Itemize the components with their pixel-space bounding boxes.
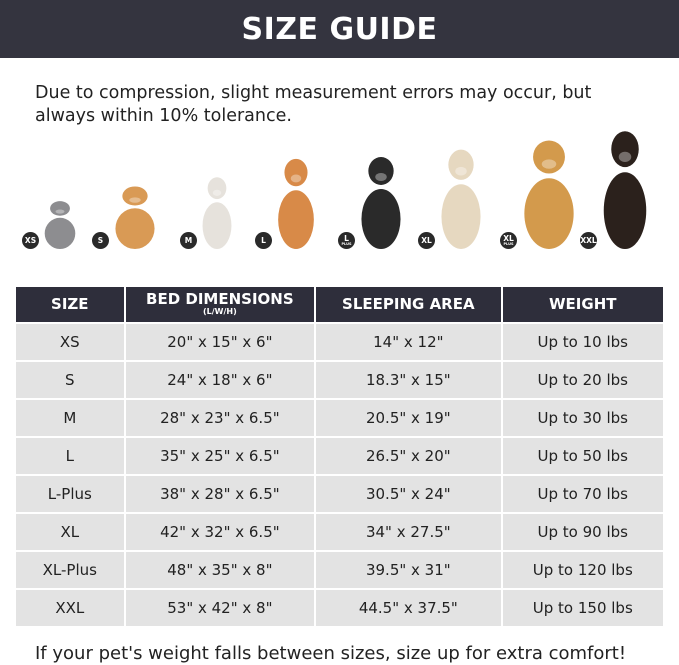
table-cell: 53" x 42" x 8" — [123, 588, 317, 628]
table-cell: Up to 150 lbs — [500, 588, 666, 628]
table-cell: 34" x 27.5" — [314, 512, 503, 552]
column-header: SLEEPING AREA — [314, 285, 503, 324]
table-cell: 20" x 15" x 6" — [123, 322, 317, 362]
header-label: SLEEPING AREA — [342, 295, 475, 313]
size-badge-l: L — [255, 232, 272, 249]
table-cell: Up to 10 lbs — [500, 322, 666, 362]
badge-label: XL — [421, 236, 432, 245]
table-cell: 42" x 32" x 6.5" — [123, 512, 317, 552]
column-header: BED DIMENSIONS (L/W/H) — [123, 285, 317, 324]
table-cell: L — [14, 436, 126, 476]
table-cell: 20.5" x 19" — [314, 398, 503, 438]
table-cell: 44.5" x 37.5" — [314, 588, 503, 628]
column-header: WEIGHT — [500, 285, 666, 324]
table-row: L-Plus 38" x 28" x 6.5" 30.5" x 24" Up to 7… — [14, 474, 666, 514]
badge-label: L — [261, 236, 266, 245]
size-badge-l-plus: L PLUS — [338, 232, 355, 249]
table-cell: Up to 20 lbs — [500, 360, 666, 400]
golden-retriever-image — [520, 131, 578, 249]
column-header: SIZE — [14, 285, 126, 324]
badge-sub: PLUS — [341, 242, 352, 246]
table-cell: 38" x 28" x 6.5" — [123, 474, 317, 514]
badge-label: XS — [24, 236, 37, 245]
size-badge-m: M — [180, 232, 197, 249]
pomeranian-image — [112, 181, 158, 249]
size-badge-xs: XS — [22, 232, 39, 249]
size-badge-xl-plus: XL PLUS — [500, 232, 517, 249]
table-cell: Up to 120 lbs — [500, 550, 666, 590]
table-cell: Up to 70 lbs — [500, 474, 666, 514]
table-cell: L-Plus — [14, 474, 126, 514]
table-row: M 28" x 23" x 6.5" 20.5" x 19" Up to 30 lbs — [14, 398, 666, 438]
badge-label: L — [344, 234, 349, 243]
header-sub: (L/W/H) — [202, 307, 237, 316]
table-cell: 30.5" x 24" — [314, 474, 503, 514]
french-bulldog-image — [200, 171, 234, 249]
header-label: BED DIMENSIONS — [146, 290, 294, 308]
table-row: L 35" x 25" x 6.5" 26.5" x 20" Up to 50 lbs — [14, 436, 666, 476]
table-cell: S — [14, 360, 126, 400]
table-row: XL-Plus 48" x 35" x 8" 39.5" x 31" Up to 12… — [14, 550, 666, 590]
pet-size-lineup: XS S M L L PLUS XL XL PLUS XXL — [0, 125, 679, 255]
header-label: SIZE — [51, 295, 89, 313]
table-cell: 48" x 35" x 8" — [123, 550, 317, 590]
tolerance-note: Due to compression, slight measurement e… — [35, 83, 592, 126]
table-cell: 14" x 12" — [314, 322, 503, 362]
badge-label: XL — [503, 234, 514, 243]
table-cell: 18.3" x 15" — [314, 360, 503, 400]
footer-tip: If your pet's weight falls between sizes… — [35, 643, 627, 664]
table-header-row: SIZE BED DIMENSIONS (L/W/H) SLEEPING AREA WE… — [14, 285, 666, 324]
shiba-inu-image — [275, 151, 317, 249]
table-cell: 28" x 23" x 6.5" — [123, 398, 317, 438]
table-row: XL 42" x 32" x 6.5" 34" x 27.5" Up to 90 lb… — [14, 512, 666, 552]
table-row: XS 20" x 15" x 6" 14" x 12" Up to 10 lbs — [14, 322, 666, 362]
table-cell: Up to 50 lbs — [500, 436, 666, 476]
page-title: SIZE GUIDE — [0, 0, 679, 58]
size-badge-xl: XL — [418, 232, 435, 249]
badge-label: S — [97, 236, 104, 245]
table-cell: XS — [14, 322, 126, 362]
badge-sub: PLUS — [503, 242, 514, 246]
labrador-image — [438, 141, 484, 249]
table-cell: 39.5" x 31" — [314, 550, 503, 590]
table-row: XXL 53" x 42" x 8" 44.5" x 37.5" Up to 150 … — [14, 588, 666, 628]
table-cell: 35" x 25" x 6.5" — [123, 436, 317, 476]
table-cell: Up to 30 lbs — [500, 398, 666, 438]
header-label: WEIGHT — [549, 295, 617, 313]
table-cell: XL-Plus — [14, 550, 126, 590]
cat-image — [42, 197, 78, 249]
table-cell: 26.5" x 20" — [314, 436, 503, 476]
table-cell: 24" x 18" x 6" — [123, 360, 317, 400]
size-table: SIZE BED DIMENSIONS (L/W/H) SLEEPING AREA WE… — [14, 285, 666, 628]
badge-label: M — [184, 236, 193, 245]
table-cell: XL — [14, 512, 126, 552]
table-row: S 24" x 18" x 6" 18.3" x 15" Up to 20 lbs — [14, 360, 666, 400]
table-cell: XXL — [14, 588, 126, 628]
size-badge-s: S — [92, 232, 109, 249]
badge-label: XXL — [580, 236, 597, 245]
table-cell: M — [14, 398, 126, 438]
border-collie-image — [358, 149, 404, 249]
size-badge-xxl: XXL — [580, 232, 597, 249]
doberman-image — [600, 121, 650, 249]
table-cell: Up to 90 lbs — [500, 512, 666, 552]
